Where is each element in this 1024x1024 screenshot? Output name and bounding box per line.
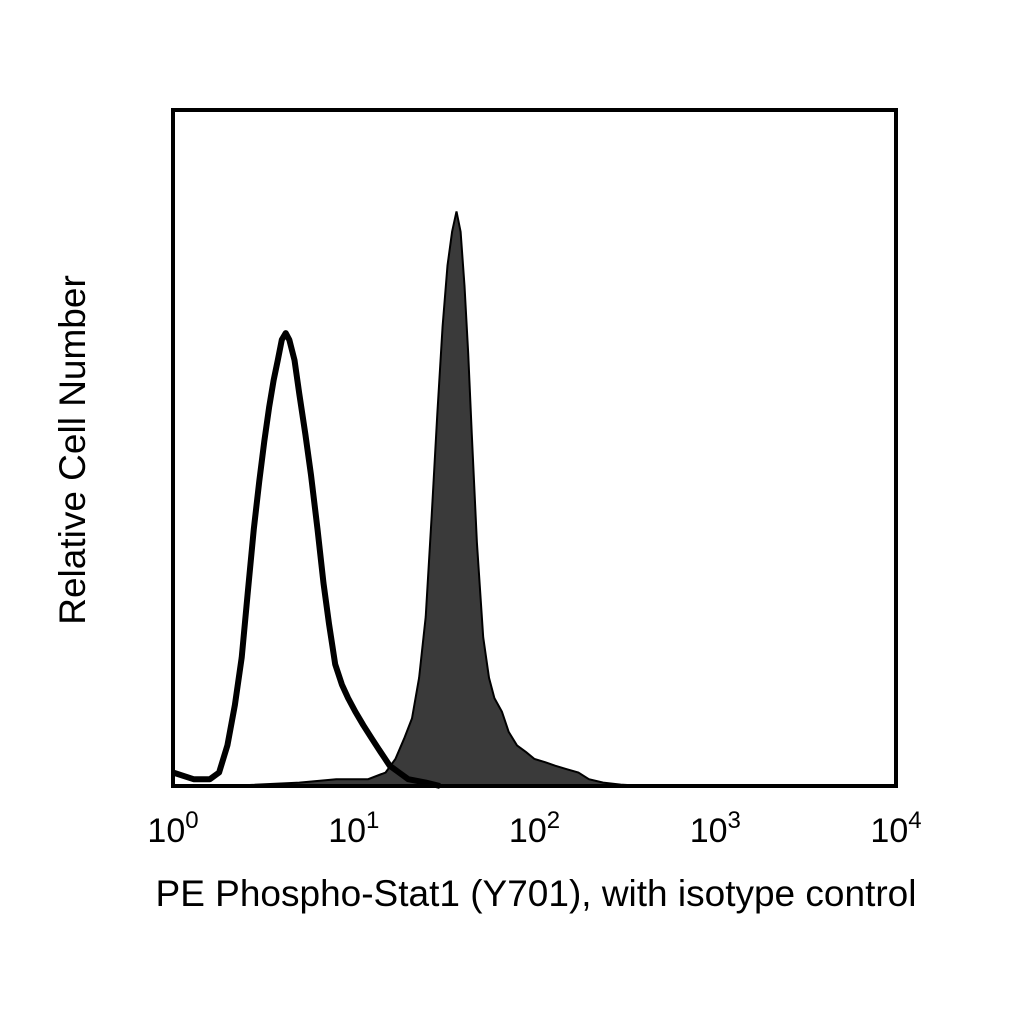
phospho-stat1-histogram [227,211,644,787]
x-tick-label-3: 103 [690,807,741,850]
plot-frame [171,108,898,788]
x-tick-base-2: 10 [509,812,547,850]
x-tick-base-1: 10 [328,812,366,850]
x-tick-base-0: 10 [147,812,185,850]
x-tick-exponent-2: 2 [547,807,560,834]
x-tick-exponent-3: 3 [728,807,741,834]
x-tick-base-3: 10 [690,812,728,850]
x-tick-label-1: 101 [328,807,379,850]
isotype-control-histogram [172,330,441,789]
x-tick-label-2: 102 [509,807,560,850]
x-axis-label: PE Phospho-Stat1 (Y701), with isotype co… [156,873,917,914]
x-tick-labels: 100 101 102 103 104 [147,807,921,850]
x-tick-exponent-0: 0 [185,807,198,834]
x-tick-base-4: 10 [870,812,908,850]
x-tick-exponent-4: 4 [908,807,921,834]
x-tick-exponent-1: 1 [366,807,379,834]
series-layer [172,211,644,789]
y-axis-label: Relative Cell Number [52,275,93,625]
x-tick-label-0: 100 [147,807,198,850]
x-tick-label-4: 104 [870,807,921,850]
